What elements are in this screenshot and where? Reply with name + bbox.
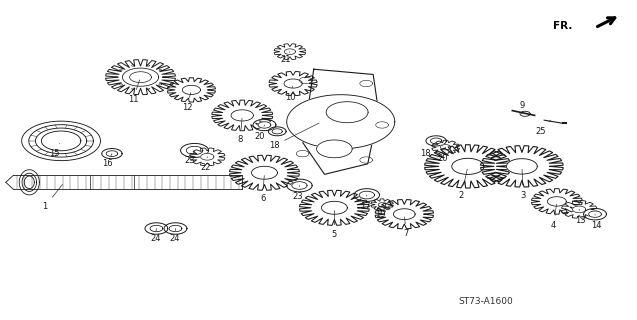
Polygon shape bbox=[258, 122, 271, 128]
Polygon shape bbox=[359, 191, 375, 199]
Polygon shape bbox=[284, 49, 296, 54]
Polygon shape bbox=[268, 127, 286, 136]
Polygon shape bbox=[322, 201, 347, 214]
Text: 23: 23 bbox=[293, 186, 303, 201]
Polygon shape bbox=[287, 95, 395, 149]
Polygon shape bbox=[432, 140, 459, 154]
Text: 20: 20 bbox=[255, 125, 265, 140]
Polygon shape bbox=[269, 71, 317, 96]
Polygon shape bbox=[182, 85, 201, 94]
Text: 22: 22 bbox=[201, 157, 211, 172]
Polygon shape bbox=[284, 79, 302, 88]
Text: 24: 24 bbox=[150, 228, 161, 243]
Polygon shape bbox=[371, 199, 394, 210]
Text: 21: 21 bbox=[280, 52, 290, 64]
Polygon shape bbox=[299, 190, 369, 225]
Polygon shape bbox=[375, 200, 433, 229]
Text: 7: 7 bbox=[403, 217, 409, 238]
Text: 5: 5 bbox=[332, 211, 337, 239]
Polygon shape bbox=[573, 206, 586, 213]
Polygon shape bbox=[24, 176, 34, 188]
Polygon shape bbox=[354, 189, 380, 201]
Polygon shape bbox=[272, 129, 282, 134]
Polygon shape bbox=[19, 170, 39, 195]
Polygon shape bbox=[168, 78, 215, 102]
Polygon shape bbox=[481, 146, 563, 187]
Polygon shape bbox=[287, 179, 312, 192]
Text: 16: 16 bbox=[102, 154, 113, 168]
Polygon shape bbox=[201, 154, 214, 160]
Text: 11: 11 bbox=[127, 80, 140, 104]
Polygon shape bbox=[180, 143, 208, 157]
Text: 24: 24 bbox=[169, 228, 180, 243]
Text: 20: 20 bbox=[437, 147, 448, 163]
Polygon shape bbox=[169, 225, 182, 232]
Text: 8: 8 bbox=[238, 118, 243, 144]
Polygon shape bbox=[150, 225, 163, 232]
Text: 17: 17 bbox=[360, 195, 371, 211]
Polygon shape bbox=[186, 146, 203, 155]
Text: 25: 25 bbox=[536, 120, 550, 136]
Polygon shape bbox=[292, 182, 307, 189]
Polygon shape bbox=[378, 203, 386, 206]
Text: 3: 3 bbox=[520, 169, 526, 200]
Polygon shape bbox=[274, 44, 306, 60]
Polygon shape bbox=[589, 211, 601, 217]
Text: 15: 15 bbox=[50, 143, 60, 158]
Polygon shape bbox=[106, 60, 175, 95]
Polygon shape bbox=[130, 72, 152, 83]
Polygon shape bbox=[426, 136, 447, 146]
Polygon shape bbox=[531, 189, 582, 214]
Polygon shape bbox=[164, 223, 187, 234]
Polygon shape bbox=[440, 145, 451, 150]
Polygon shape bbox=[252, 166, 277, 179]
Polygon shape bbox=[425, 145, 511, 188]
Text: 2: 2 bbox=[459, 169, 468, 200]
Polygon shape bbox=[506, 159, 537, 174]
Polygon shape bbox=[547, 197, 566, 206]
Text: 14: 14 bbox=[591, 214, 601, 230]
Text: 1: 1 bbox=[43, 184, 62, 211]
Polygon shape bbox=[122, 68, 159, 86]
Polygon shape bbox=[106, 151, 118, 156]
Polygon shape bbox=[326, 102, 368, 123]
Text: 18: 18 bbox=[269, 123, 319, 150]
Polygon shape bbox=[431, 138, 442, 144]
Polygon shape bbox=[22, 173, 36, 191]
Polygon shape bbox=[583, 208, 606, 220]
Polygon shape bbox=[303, 69, 378, 174]
Polygon shape bbox=[229, 155, 299, 190]
Polygon shape bbox=[145, 223, 168, 234]
Text: FR.: FR. bbox=[554, 21, 573, 31]
Text: 4: 4 bbox=[551, 204, 557, 230]
Polygon shape bbox=[190, 148, 225, 166]
Polygon shape bbox=[317, 140, 352, 158]
Text: 9: 9 bbox=[519, 101, 524, 114]
Text: 23: 23 bbox=[185, 150, 196, 164]
Polygon shape bbox=[211, 100, 273, 131]
Polygon shape bbox=[13, 170, 42, 195]
Text: 12: 12 bbox=[182, 92, 192, 112]
Text: 19: 19 bbox=[376, 204, 386, 219]
Polygon shape bbox=[394, 209, 415, 220]
Polygon shape bbox=[253, 119, 276, 131]
Text: 13: 13 bbox=[575, 209, 585, 225]
Text: 10: 10 bbox=[285, 86, 295, 102]
Polygon shape bbox=[561, 201, 597, 218]
Text: 18: 18 bbox=[420, 143, 434, 158]
Polygon shape bbox=[231, 110, 254, 121]
Text: 6: 6 bbox=[260, 175, 265, 203]
Text: ST73-A1600: ST73-A1600 bbox=[459, 297, 513, 306]
Polygon shape bbox=[102, 148, 122, 159]
Polygon shape bbox=[13, 175, 242, 189]
Polygon shape bbox=[452, 158, 484, 174]
